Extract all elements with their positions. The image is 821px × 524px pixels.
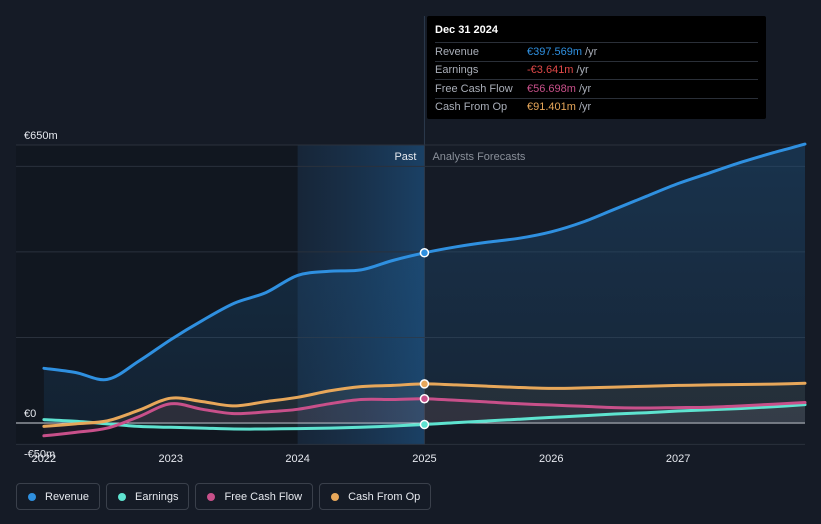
legend-dot-icon bbox=[118, 492, 127, 501]
y-axis-label: €0 bbox=[24, 408, 36, 420]
legend-item-free-cash-flow[interactable]: Free Cash Flow bbox=[195, 483, 314, 510]
y-axis-label: -€50m bbox=[24, 448, 55, 460]
free-cash-flow-marker bbox=[419, 393, 430, 404]
x-axis-label: 2027 bbox=[666, 453, 690, 465]
tooltip-row-unit: /yr bbox=[576, 64, 589, 77]
tooltip-row-label: Cash From Op bbox=[435, 101, 508, 114]
tooltip-row: Free Cash Flow €56.698m/yr bbox=[435, 79, 758, 98]
legend-label: Cash From Op bbox=[348, 490, 421, 503]
forecast-label: Analysts Forecasts bbox=[432, 151, 525, 163]
tooltip-row-label: Earnings bbox=[435, 64, 479, 77]
legend-item-earnings[interactable]: Earnings bbox=[106, 483, 190, 510]
legend-dot-icon bbox=[28, 492, 36, 501]
cash-from-op-marker bbox=[419, 379, 430, 389]
earnings-marker bbox=[419, 419, 430, 430]
legend-dot-icon bbox=[207, 492, 216, 501]
tooltip: Dec 31 2024 Revenue €397.569m/yr Earnings -… bbox=[427, 16, 766, 119]
revenue-marker bbox=[419, 248, 430, 258]
tooltip-row-value: €91.401m bbox=[527, 101, 576, 114]
legend-dot-icon bbox=[331, 492, 340, 501]
tooltip-row: Cash From Op €91.401m/yr bbox=[435, 97, 758, 117]
tooltip-row-label: Revenue bbox=[435, 45, 480, 58]
x-axis-label: 2024 bbox=[285, 453, 309, 465]
tooltip-row: Revenue €397.569m/yr bbox=[435, 42, 758, 61]
tooltip-row: Earnings -€3.641m/yr bbox=[435, 60, 758, 80]
past-label: Past bbox=[394, 151, 416, 163]
legend-item-cash-from-op[interactable]: Cash From Op bbox=[319, 483, 432, 510]
revenue-area bbox=[43, 144, 805, 423]
x-axis-label: 2022 bbox=[32, 453, 56, 465]
tooltip-row-value: €397.569m bbox=[527, 45, 583, 58]
tooltip-row-unit: /yr bbox=[578, 82, 592, 95]
legend: Revenue Earnings Free Cash Flow Cash From O… bbox=[16, 483, 432, 510]
x-axis-label: 2025 bbox=[412, 453, 436, 465]
x-axis-label: 2026 bbox=[539, 453, 563, 465]
legend-label: Earnings bbox=[135, 490, 179, 503]
tooltip-row-value: €56.698m bbox=[527, 82, 576, 95]
legend-label: Revenue bbox=[45, 490, 90, 503]
earnings-area bbox=[43, 404, 805, 430]
x-axis-label: 2023 bbox=[159, 453, 183, 465]
cash-from-op-area bbox=[43, 383, 805, 427]
legend-item-revenue[interactable]: Revenue bbox=[16, 483, 101, 510]
tooltip-row-unit: /yr bbox=[578, 101, 592, 114]
y-axis-label: €650m bbox=[24, 130, 58, 142]
legend-label: Free Cash Flow bbox=[224, 490, 303, 503]
tooltip-date: Dec 31 2024 bbox=[435, 24, 498, 36]
tooltip-row-label: Free Cash Flow bbox=[435, 82, 513, 95]
tooltip-row-unit: /yr bbox=[585, 45, 598, 58]
tooltip-row-value: -€3.641m bbox=[527, 64, 574, 77]
